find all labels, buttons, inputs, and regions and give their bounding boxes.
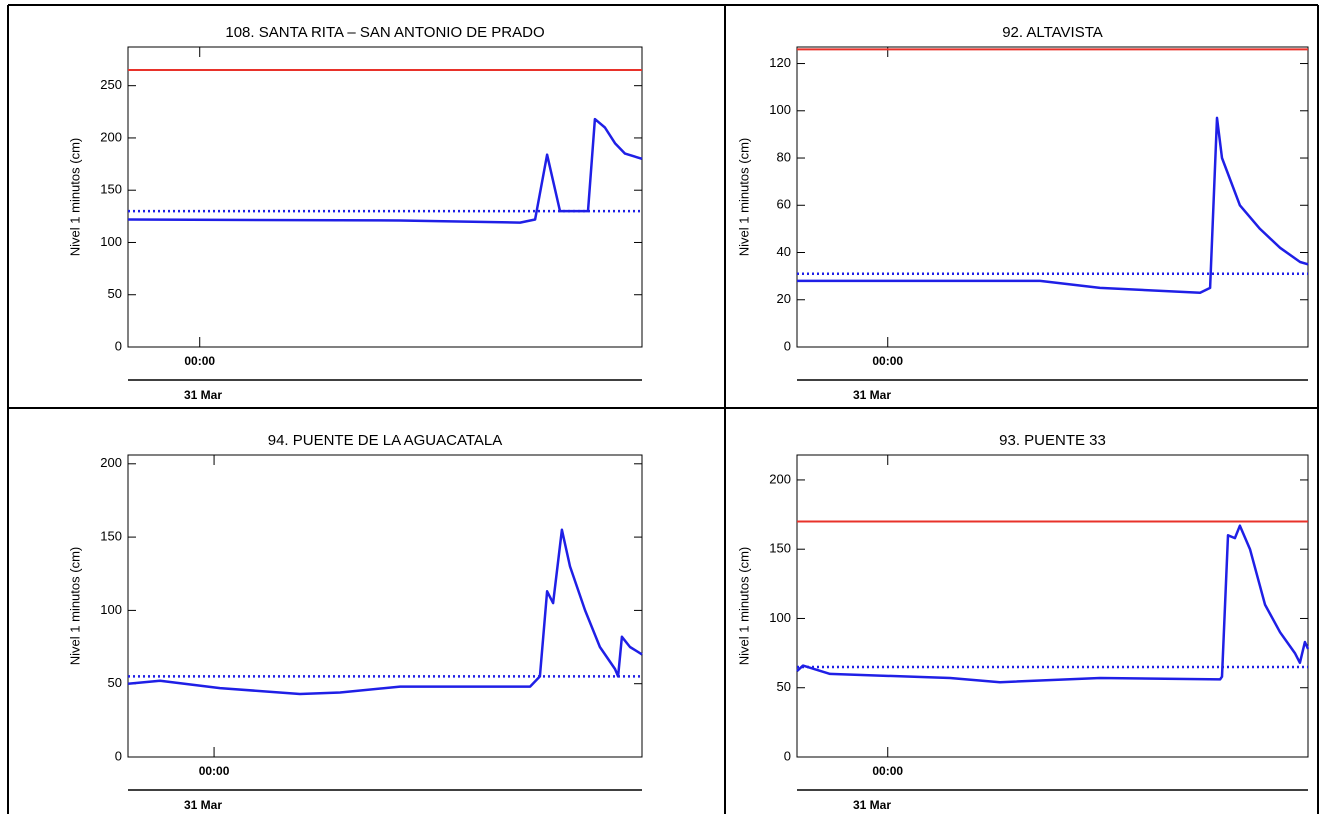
y-axis-label: Nivel 1 minutos (cm) [67,547,82,665]
y-tick-label: 0 [115,338,122,353]
y-tick-label: 100 [100,602,122,617]
y-tick-label: 200 [100,455,122,470]
y-tick-label: 0 [115,748,122,763]
y-tick-label: 100 [769,102,791,117]
y-tick-label: 50 [777,679,791,694]
chart-title: 108. SANTA RITA – SAN ANTONIO DE PRADO [225,24,544,41]
date-label: 31 Mar [184,388,222,402]
y-tick-label: 120 [769,55,791,70]
y-tick-label: 150 [100,529,122,544]
plot-frame [127,454,643,758]
x-tick-label: 00:00 [184,354,215,368]
y-tick-label: 100 [769,610,791,625]
level-line [127,528,643,696]
y-tick-label: 150 [100,182,122,197]
y-axis-label: Nivel 1 minutos (cm) [67,138,82,256]
y-tick-label: 200 [769,471,791,486]
chart-title: 92. ALTAVISTA [1002,24,1103,41]
x-tick-label: 00:00 [872,354,903,368]
y-tick-label: 150 [769,541,791,556]
date-label: 31 Mar [853,798,891,812]
y-tick-label: 60 [777,197,791,212]
plot-frame [796,46,1309,348]
x-tick-label: 00:00 [199,764,230,778]
y-tick-label: 0 [784,748,791,763]
chart-title: 93. PUENTE 33 [999,432,1106,449]
y-tick-label: 20 [777,291,791,306]
y-tick-label: 50 [108,675,122,690]
y-tick-label: 200 [100,129,122,144]
plot-frame [796,454,1309,758]
y-tick-label: 40 [777,244,791,259]
level-line [796,524,1310,684]
plot-frame [127,46,643,348]
date-label: 31 Mar [184,798,222,812]
date-label: 31 Mar [853,388,891,402]
x-tick-label: 00:00 [872,764,903,778]
y-axis-label: Nivel 1 minutos (cm) [736,547,751,665]
y-tick-label: 0 [784,338,791,353]
y-tick-label: 50 [108,286,122,301]
table-frame [7,4,1319,814]
y-tick-label: 80 [777,149,791,164]
y-axis-label: Nivel 1 minutos (cm) [736,138,751,256]
level-line [127,117,643,224]
chart-title: 94. PUENTE DE LA AGUACATALA [268,432,503,449]
level-line [797,116,1309,294]
y-tick-label: 250 [100,77,122,92]
y-tick-label: 100 [100,234,122,249]
